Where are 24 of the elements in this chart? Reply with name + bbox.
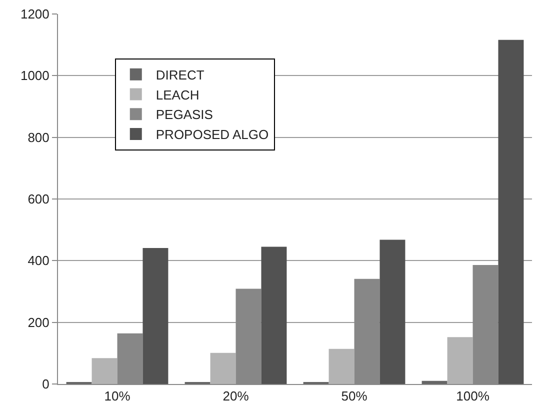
bar: [498, 40, 524, 384]
x-tick-label: 100%: [456, 388, 490, 404]
legend-label: DIRECT: [156, 67, 204, 82]
y-tick-label: 600: [28, 192, 50, 207]
y-tick-label: 800: [28, 130, 50, 145]
y-tick-label: 200: [28, 314, 50, 330]
x-tick-label: 10%: [104, 388, 131, 404]
bar: [261, 246, 287, 384]
bar: [142, 248, 168, 384]
y-tick-label: 400: [28, 253, 50, 268]
x-tick-label: 50%: [341, 388, 368, 404]
bar: [210, 352, 236, 384]
y-tick-label: 1200: [20, 6, 50, 22]
y-tick-label: 0: [42, 376, 50, 392]
bar: [422, 380, 448, 384]
legend-label: LEACH: [156, 87, 200, 102]
bar: [328, 348, 354, 384]
bar: [447, 337, 473, 384]
x-tick-label: 20%: [222, 388, 250, 404]
bar: [380, 240, 406, 384]
y-tick-label: 1000: [20, 68, 50, 84]
bar: [92, 358, 118, 384]
legend-label: PROPOSED ALGO: [156, 127, 269, 142]
legend-label: PEGASIS: [156, 107, 214, 122]
